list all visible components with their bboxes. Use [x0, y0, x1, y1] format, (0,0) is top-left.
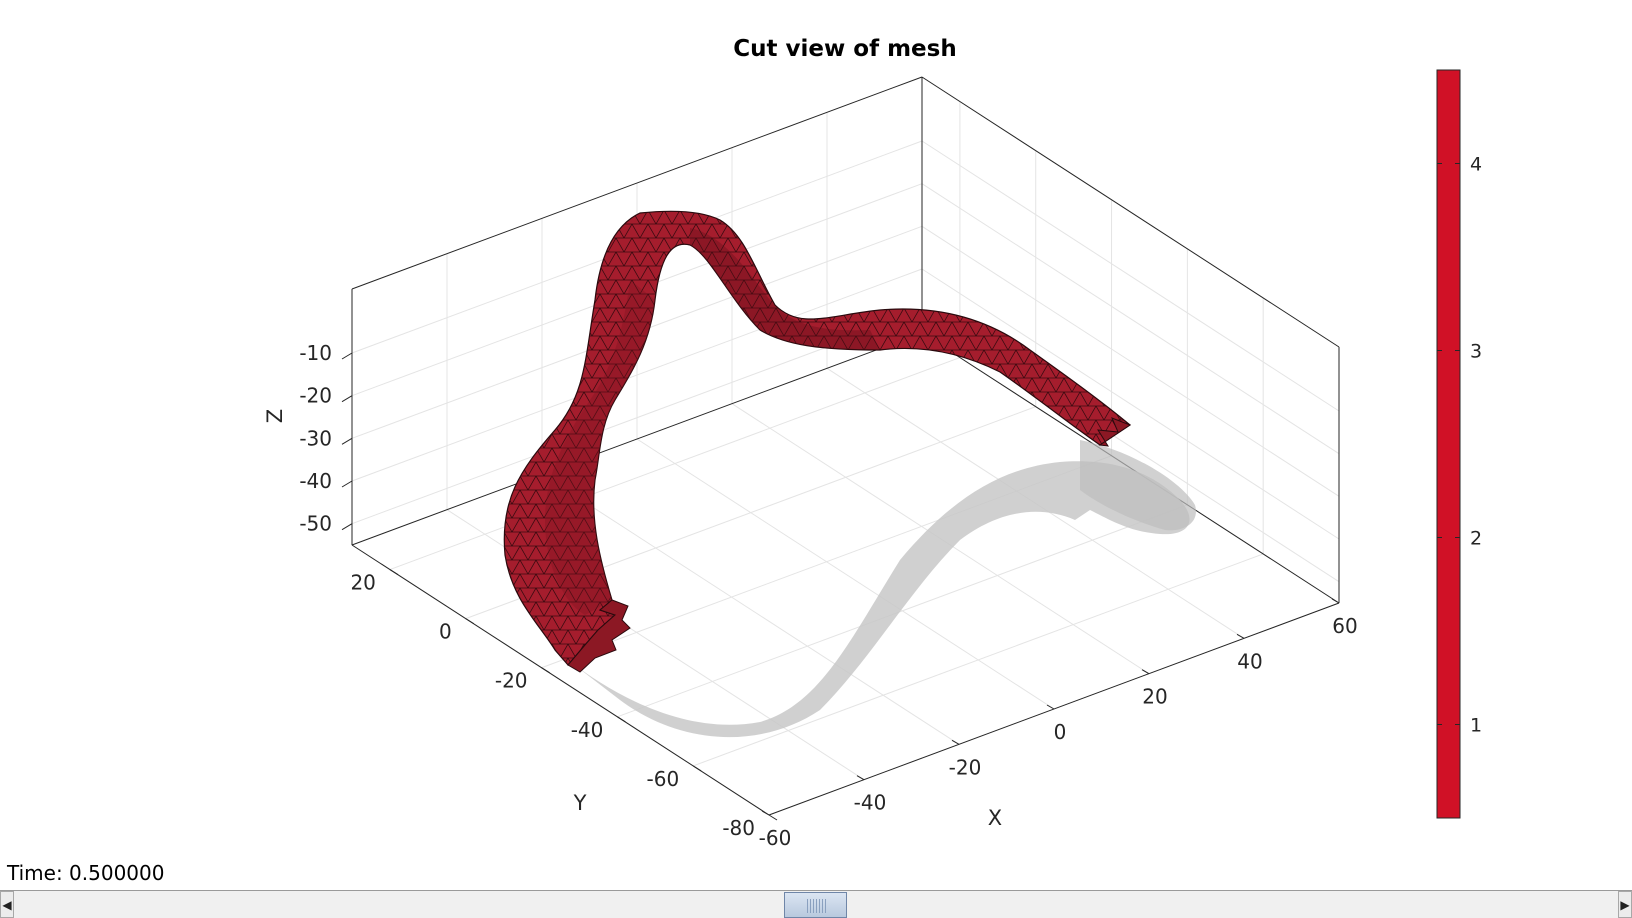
axis-labels: X Y Z: [263, 409, 1002, 830]
time-slider[interactable]: ◀ ▶: [0, 890, 1632, 918]
grid-line-x-floor: [636, 438, 1055, 710]
colorbar-tick-label: 1: [1470, 715, 1482, 737]
slider-grip-icon: [807, 899, 827, 913]
z-tick-label: -10: [299, 341, 332, 365]
x-tick-label: -20: [949, 755, 982, 779]
x-tick-mark: [1236, 633, 1245, 639]
mesh-surface: [503, 210, 1132, 666]
shadow-surface: [568, 461, 1190, 738]
grid-line-z-side: [921, 225, 1340, 497]
z-axis-label: Z: [263, 409, 287, 423]
z-tick-mark: [341, 480, 353, 488]
y-tick-mark: [541, 667, 550, 674]
z-tick-mark: [341, 352, 353, 360]
y-tick-label: 0: [439, 620, 452, 644]
grid-line-x-floor: [541, 473, 960, 745]
mesh-top-shade: [690, 228, 880, 350]
grid-line-z-back: [351, 268, 923, 482]
z-tick-mark: [341, 437, 353, 445]
grid-line-z-side: [921, 268, 1340, 540]
mesh-cut-end-left: [567, 599, 631, 673]
grid-line-y-floor: [389, 357, 961, 571]
y-tick-mark: [617, 716, 626, 723]
z-tick-label: -50: [299, 512, 332, 536]
axis-box-edge: [351, 332, 923, 546]
grid-lines: [351, 77, 1340, 816]
axis-box-edge: [351, 76, 923, 290]
x-tick-mark: [951, 739, 960, 745]
colorbar-tick-label: 4: [1470, 154, 1482, 176]
grid-line-y-floor: [617, 504, 1188, 718]
x-tick-label: 40: [1237, 649, 1262, 673]
x-tick-mark: [1046, 704, 1055, 710]
z-tick-label: -20: [299, 384, 332, 408]
y-tick-label: -80: [722, 816, 755, 840]
slider-left-arrow-icon[interactable]: ◀: [0, 891, 14, 918]
z-tick-mark: [341, 523, 353, 531]
chart-title: Cut view of mesh: [733, 36, 957, 62]
axes-box: [351, 76, 1340, 816]
slider-right-arrow-icon[interactable]: ▶: [1618, 891, 1632, 918]
y-tick-label: -60: [647, 767, 680, 791]
x-tick-label: 0: [1054, 720, 1067, 744]
y-axis-label: Y: [573, 791, 587, 815]
figure-axes: -60-40-200204060-80-60-40-20020-50-40-30…: [263, 69, 1482, 850]
x-tick-label: 20: [1142, 685, 1167, 709]
colorbar: [1436, 69, 1461, 819]
mesh-cut-end-right: [1097, 417, 1132, 447]
x-tick-mark: [761, 810, 770, 816]
axis-box-edge: [921, 76, 1340, 348]
tick-labels: -60-40-200204060-80-60-40-20020-50-40-30…: [299, 341, 1357, 850]
x-axis-label: X: [988, 806, 1002, 830]
y-tick-label: 20: [350, 571, 375, 595]
shadow-end-surface: [1080, 440, 1196, 531]
z-tick-label: -40: [299, 469, 332, 493]
grid-line-y-floor: [693, 553, 1264, 767]
slider-thumb[interactable]: [784, 892, 847, 918]
x-tick-mark: [1141, 669, 1150, 675]
x-tick-label: -60: [759, 826, 792, 850]
mesh-inner-shade: [545, 280, 655, 615]
x-tick-label: 60: [1332, 614, 1357, 638]
y-tick-label: -20: [495, 669, 528, 693]
y-tick-mark: [768, 814, 778, 821]
y-tick-mark: [465, 618, 474, 625]
grid-line-z-side: [921, 140, 1340, 412]
colorbar-tick-label: 2: [1470, 528, 1482, 550]
z-tick-label: -30: [299, 426, 332, 450]
y-tick-mark: [389, 569, 399, 575]
grid-line-z-side: [921, 183, 1340, 455]
y-tick-mark: [692, 765, 702, 772]
colorbar-ticks: 1 2 3 4: [1437, 154, 1482, 737]
y-tick-label: -40: [571, 718, 604, 742]
colorbar-tick-label: 3: [1470, 341, 1482, 363]
x-tick-label: -40: [854, 791, 887, 815]
time-label: Time: 0.500000: [7, 861, 165, 885]
x-tick-mark: [1331, 598, 1340, 604]
z-tick-mark: [341, 395, 353, 403]
x-tick-mark: [856, 775, 865, 781]
